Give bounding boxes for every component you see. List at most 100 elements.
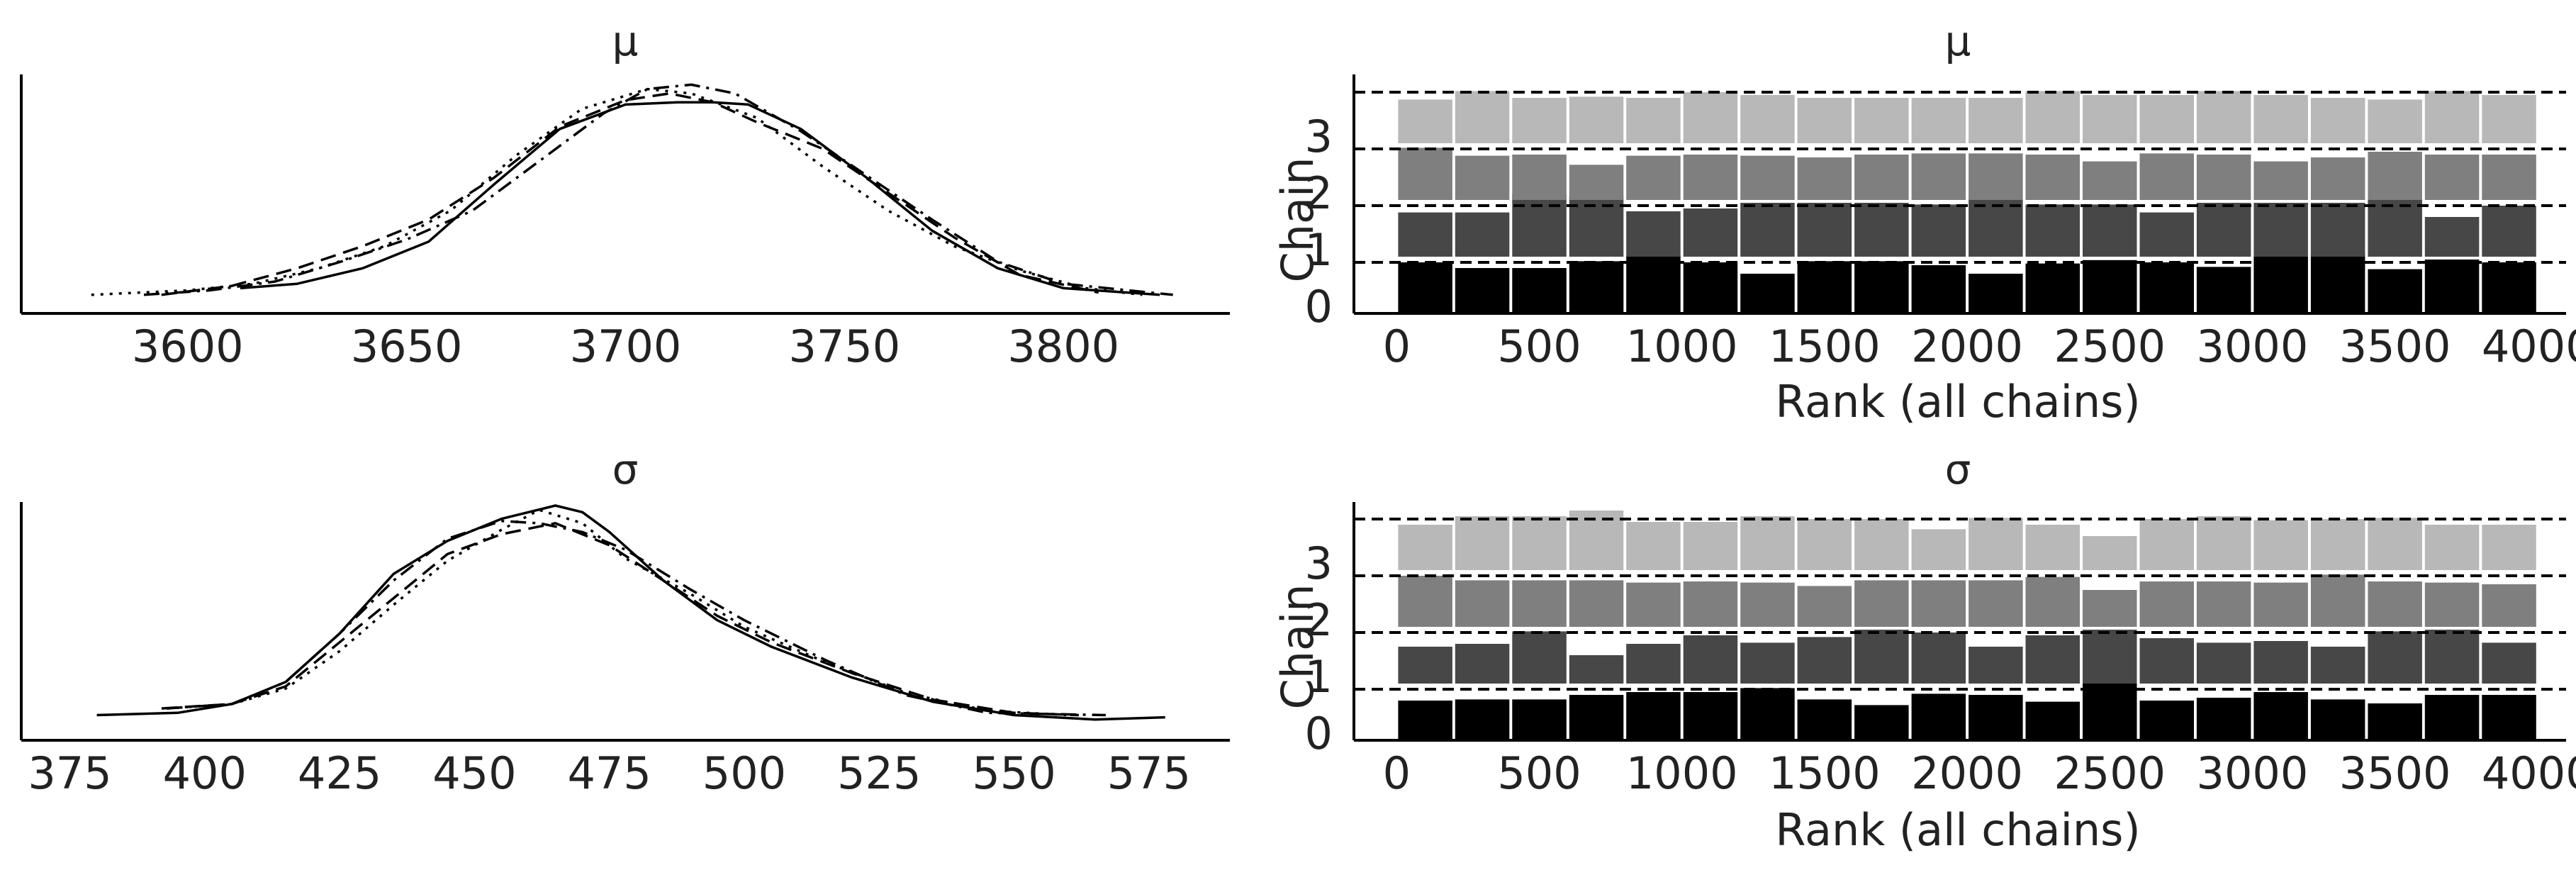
- mu-rank-bar-chain-3: [2083, 95, 2137, 143]
- sigma-rank-bar-chain-2: [1455, 580, 1510, 627]
- mu-y-tick-label: 3: [1305, 111, 1333, 162]
- sigma-rank-bar-chain-0: [2310, 699, 2365, 740]
- sigma-rank-bar-chain-3: [1854, 519, 1909, 570]
- sigma-rank-bar-chain-2: [1398, 576, 1452, 627]
- mu-rank-bar-chain-0: [1969, 274, 2023, 313]
- sigma-rank-bar-chain-2: [1854, 580, 1909, 627]
- sigma-rank-bar-chain-2: [2253, 582, 2308, 627]
- mu-rank-bar-chain-3: [1854, 98, 1909, 143]
- mu-rank-bar-chain-1: [1740, 203, 1795, 257]
- sigma-rank-xlabel: Rank (all chains): [1775, 804, 2140, 856]
- mu-rank-bar-chain-2: [1398, 147, 1452, 200]
- sigma-x-tick-label: 450: [432, 747, 516, 799]
- sigma-rank-bar-chain-0: [1969, 695, 2023, 740]
- mu-rank-bar-chain-2: [2368, 152, 2422, 200]
- sigma-rank-bar-chain-3: [2083, 536, 2137, 570]
- sigma-rank-bar-chain-2: [2310, 574, 2365, 627]
- sigma-rank-bar-chain-3: [2310, 519, 2365, 570]
- sigma-rank-bar-chain-0: [1569, 695, 1624, 740]
- sigma-rank-bar-chain-1: [1455, 644, 1510, 684]
- sigma-rank-bar-chain-3: [2139, 519, 2194, 570]
- sigma-x-tick-label: 1000: [1626, 747, 1738, 799]
- mu-rank-bar-chain-2: [1626, 155, 1681, 200]
- mu-rank-bar-chain-1: [1398, 212, 1452, 257]
- sigma-rank-title: σ: [1945, 445, 1971, 494]
- mu-rank-bar-chain-1: [2025, 204, 2080, 257]
- mu-rank-bar-chain-0: [1740, 274, 1795, 313]
- sigma-rank-bar-chain-0: [1512, 699, 1567, 740]
- sigma-rank-bar-chain-2: [1626, 582, 1681, 627]
- sigma-rank-bar-chain-1: [1626, 644, 1681, 684]
- mu-rank-bar-chain-1: [1455, 212, 1510, 257]
- sigma-x-tick-label: 1500: [1769, 747, 1881, 799]
- mu-y-tick-label: 1: [1305, 224, 1333, 276]
- mu-rank-bar-chain-2: [2482, 155, 2536, 200]
- mu-rank-panel: μ Rank (all chains) Chain 0 500 1000 1500 20…: [1272, 17, 2576, 428]
- mu-rank-bar-chain-3: [2310, 98, 2365, 143]
- mu-rank-bar-chain-0: [1569, 261, 1624, 313]
- sigma-x-tick-label: 3500: [2339, 747, 2451, 799]
- sigma-rank-bar-chain-2: [2139, 581, 2194, 627]
- mu-y-tick-label: 0: [1305, 281, 1333, 333]
- mu-rank-bar-chain-3: [1569, 96, 1624, 143]
- mu-rank-bar-chain-2: [2253, 161, 2308, 200]
- sigma-rank-bar-chain-0: [1797, 699, 1852, 740]
- mu-rank-bar-chain-1: [1854, 203, 1909, 257]
- mu-x-tick-label: 3500: [2339, 321, 2451, 372]
- sigma-rank-bar-chain-0: [1626, 692, 1681, 740]
- mu-rank-bar-chain-2: [1455, 155, 1510, 200]
- mu-x-tick-label: 500: [1497, 321, 1581, 372]
- mu-rank-bar-chain-3: [1969, 98, 2023, 143]
- mu-rank-bar-chain-2: [1854, 155, 1909, 200]
- sigma-y-tick-label: 3: [1305, 537, 1333, 589]
- sigma-rank-bar-chain-1: [1512, 631, 1567, 684]
- sigma-rank-bar-chain-0: [1740, 688, 1795, 740]
- mu-rank-bar-chain-3: [1911, 98, 1966, 143]
- mu-density-solid-line: [240, 101, 1160, 296]
- mu-rank-bar-chain-0: [1797, 261, 1852, 313]
- mu-rank-bar-chain-1: [2310, 203, 2365, 257]
- sigma-rank-bar-chain-3: [1626, 522, 1681, 570]
- sigma-rank-bar-chain-3: [1512, 516, 1567, 570]
- mu-density-dashed-line: [161, 92, 1099, 296]
- sigma-rank-bar-chain-0: [2196, 698, 2251, 740]
- mu-rank-bar-chain-0: [1398, 262, 1452, 313]
- sigma-rank-bar-chain-2: [1512, 580, 1567, 627]
- mu-rank-bar-chain-3: [1797, 98, 1852, 143]
- mu-rank-bar-chain-2: [1911, 153, 1966, 200]
- sigma-rank-bar-chain-2: [1740, 582, 1795, 627]
- mu-y-tick-label: 2: [1305, 167, 1333, 219]
- mu-rank-bar-chain-3: [1626, 98, 1681, 143]
- mu-rank-bar-chain-2: [1512, 155, 1567, 200]
- sigma-density-dashed-line: [161, 522, 1079, 717]
- mu-rank-bar-chain-3: [2196, 91, 2251, 143]
- sigma-rank-bar-chain-3: [1969, 518, 2023, 570]
- sigma-x-tick-label: 375: [28, 747, 111, 799]
- mu-rank-bar-chain-3: [2368, 99, 2422, 143]
- sigma-x-tick-label: 550: [972, 747, 1055, 799]
- sigma-x-tick-label: 0: [1383, 747, 1411, 799]
- sigma-x-tick-label: 525: [837, 747, 921, 799]
- mu-rank-bar-chain-0: [2196, 267, 2251, 313]
- sigma-x-tick-label: 500: [1497, 747, 1581, 799]
- sigma-rank-bar-chain-1: [2424, 630, 2480, 684]
- sigma-density-title: σ: [612, 445, 639, 494]
- sigma-x-tick-label: 3000: [2197, 747, 2309, 799]
- sigma-rank-panel: σ Rank (all chains) Chain 0 500 1000 1500 20…: [1272, 445, 2576, 856]
- mu-rank-bar-chain-3: [1740, 95, 1795, 143]
- sigma-rank-bar-chain-1: [2253, 641, 2308, 684]
- mu-rank-bar-chain-1: [2482, 206, 2536, 257]
- sigma-rank-bar-chain-3: [1569, 511, 1624, 570]
- mu-x-tick-label: 3800: [1007, 321, 1119, 372]
- sigma-x-tick-label: 575: [1107, 747, 1191, 799]
- mu-rank-bar-chain-1: [2368, 199, 2422, 257]
- sigma-rank-bar-chain-3: [2025, 525, 2080, 570]
- mu-rank-bar-chain-2: [1683, 155, 1738, 200]
- mu-rank-bar-chain-1: [1626, 211, 1681, 257]
- sigma-rank-bar-chain-3: [2424, 525, 2480, 570]
- sigma-density-dashdot-line: [167, 520, 1106, 717]
- mu-rank-bar-chain-2: [1969, 153, 2023, 200]
- sigma-rank-bar-chain-1: [1969, 647, 2023, 684]
- mu-rank-bar-chain-2: [2083, 161, 2137, 200]
